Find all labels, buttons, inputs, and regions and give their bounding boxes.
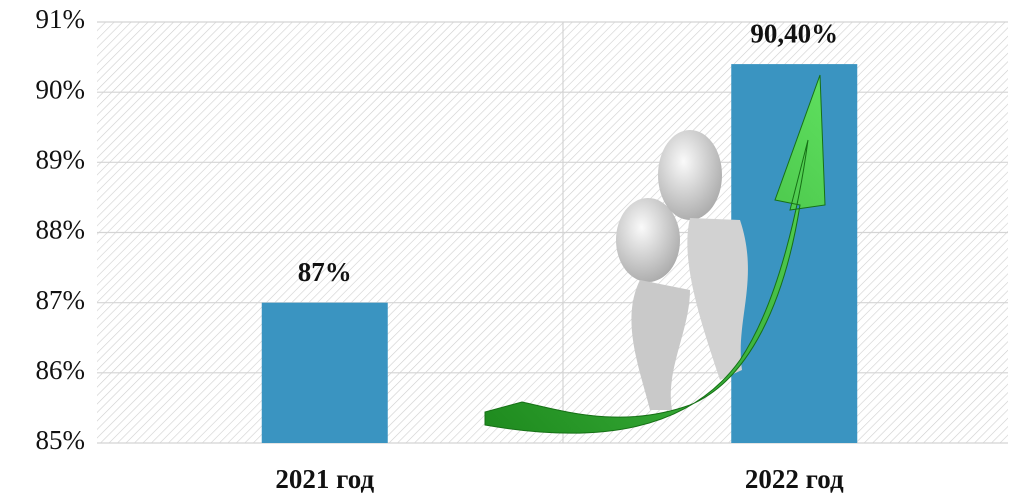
decoration [484, 74, 826, 434]
value-label: 90,40% [750, 18, 838, 48]
x-tick-label: 2021 год [275, 464, 374, 494]
value-label: 87% [298, 257, 352, 287]
y-tick-label: 88% [36, 215, 86, 245]
y-tick-label: 85% [36, 425, 86, 455]
y-tick-label: 86% [36, 355, 86, 385]
y-tick-label: 87% [36, 285, 86, 315]
y-tick-label: 89% [36, 145, 86, 175]
y-tick-label: 90% [36, 74, 86, 104]
bar [261, 302, 388, 443]
x-tick-label: 2022 год [745, 464, 844, 494]
y-tick-label: 91% [36, 4, 86, 34]
bar [731, 64, 858, 443]
